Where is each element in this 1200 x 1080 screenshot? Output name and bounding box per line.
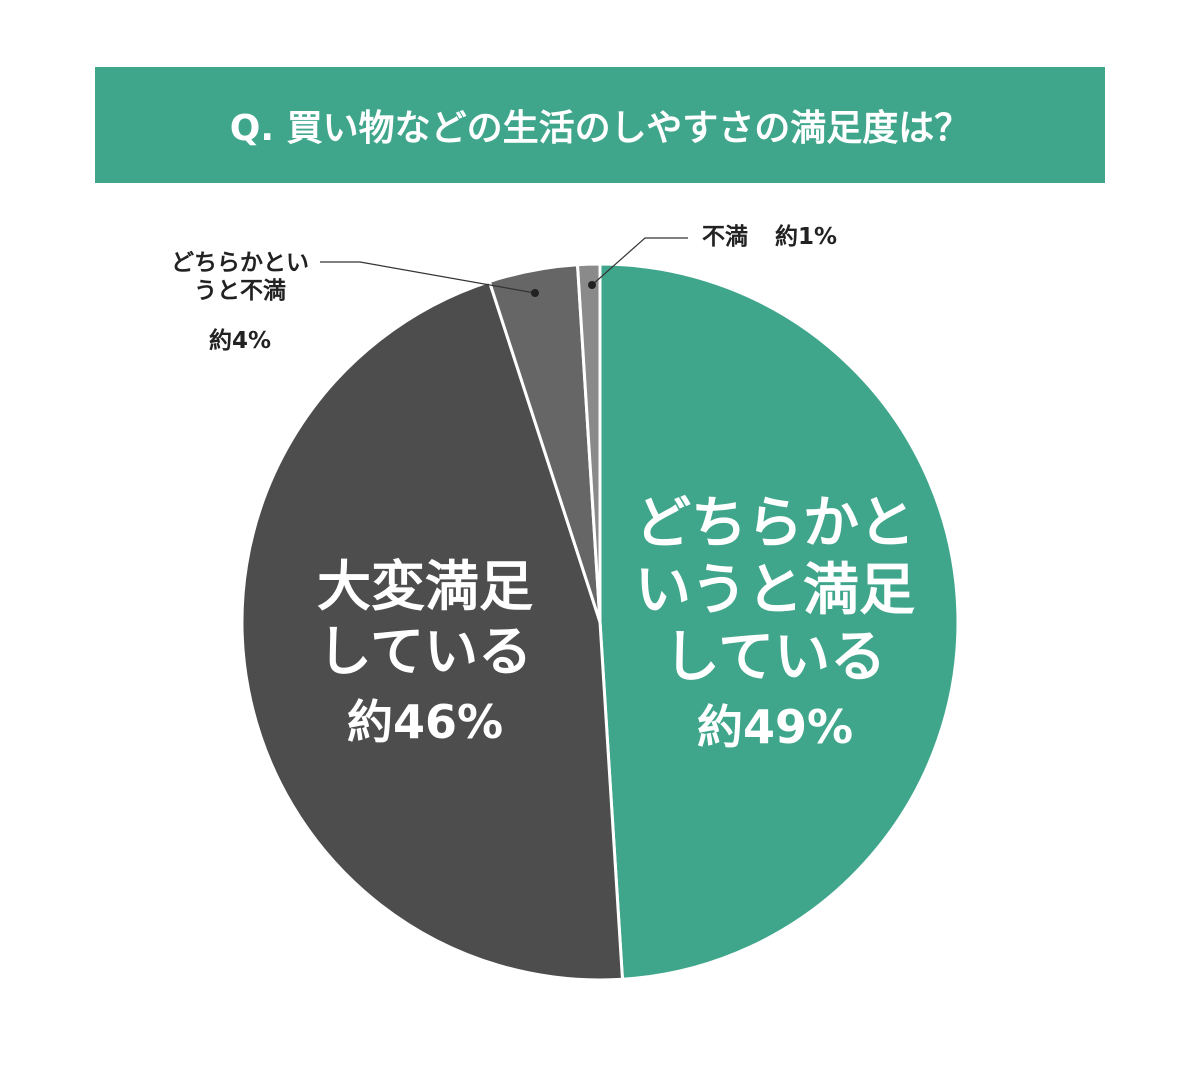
pie-slice	[575, 262, 602, 623]
slice-label: 不満	[702, 224, 748, 250]
chart-title: Q. 買い物などの生活のしやすさの満足度は？	[95, 67, 1105, 183]
value-label: 約4%	[208, 328, 272, 354]
pie-slice	[240, 279, 625, 982]
leader-dot	[588, 281, 596, 289]
slice-label: 大変満足している	[317, 555, 533, 683]
value-label: 約46%	[346, 695, 504, 749]
value-label: 約49%	[696, 700, 854, 754]
leader-line	[320, 261, 536, 294]
leader-dot	[531, 289, 539, 297]
pie-slice	[598, 262, 960, 981]
leader-line	[591, 237, 688, 286]
slice-label: どちらかというと不満	[171, 250, 309, 304]
slice-label: どちらかというと満足している	[635, 491, 915, 691]
value-label: 約1%	[774, 224, 838, 250]
